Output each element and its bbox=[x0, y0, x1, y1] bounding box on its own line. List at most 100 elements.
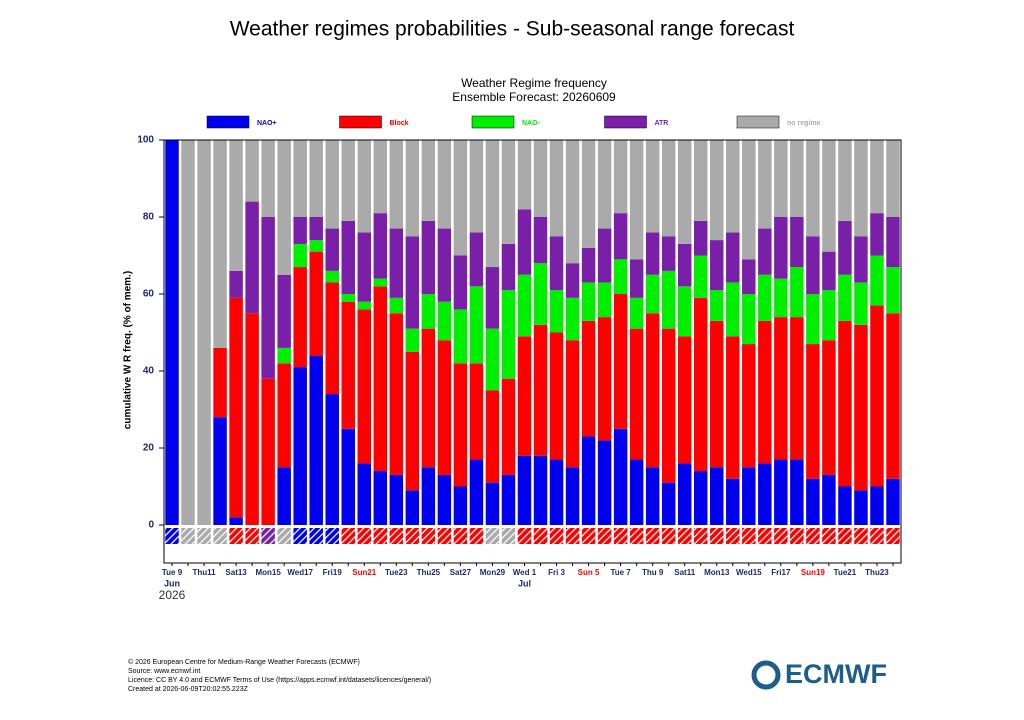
bar-segment bbox=[613, 259, 628, 294]
bar-segment bbox=[661, 328, 676, 483]
bar-segment bbox=[838, 320, 852, 487]
bar-segment bbox=[261, 217, 275, 379]
bar-segment bbox=[886, 217, 900, 268]
bar-segment bbox=[533, 455, 548, 525]
bar-segment bbox=[581, 320, 596, 437]
bar-segment bbox=[245, 140, 259, 202]
x-tick-label: Tue 7 bbox=[610, 568, 631, 577]
bar-segment bbox=[213, 417, 227, 525]
dominant-regime-box bbox=[309, 528, 323, 544]
bar-segment bbox=[277, 467, 291, 525]
footer-line: Licence: CC BY 4.0 and ECMWF Terms of Us… bbox=[128, 677, 431, 684]
legend-swatch bbox=[736, 115, 780, 129]
bar-segment bbox=[758, 320, 772, 464]
y-tick-label: 20 bbox=[143, 443, 155, 454]
bar-segment bbox=[245, 313, 259, 525]
bar-segment bbox=[758, 228, 772, 275]
dominant-regime-box bbox=[373, 528, 388, 544]
bar-segment bbox=[645, 274, 660, 314]
bar-segment bbox=[421, 467, 436, 525]
dominant-regime-box bbox=[501, 528, 516, 544]
bar-segment bbox=[822, 474, 836, 525]
bar-segment bbox=[405, 490, 420, 525]
bar-segment bbox=[549, 140, 564, 237]
bar-segment bbox=[549, 459, 564, 525]
bar-segment bbox=[774, 278, 788, 318]
bar-segment bbox=[581, 282, 596, 321]
bar-segment bbox=[710, 290, 724, 321]
dominant-regime-box bbox=[710, 528, 724, 544]
bar-segment bbox=[389, 313, 404, 475]
x-tick-label: Thu11 bbox=[192, 568, 216, 577]
dominant-regime-box bbox=[597, 528, 612, 544]
dominant-regime-box bbox=[870, 528, 884, 544]
dominant-regime-box bbox=[181, 528, 195, 544]
bar-segment bbox=[710, 320, 724, 468]
bar-segment bbox=[293, 140, 307, 217]
bar-segment bbox=[774, 217, 788, 279]
bar-segment bbox=[437, 228, 452, 302]
dominant-regime-box bbox=[229, 528, 243, 544]
footer-line: © 2026 European Centre for Medium-Range … bbox=[128, 658, 360, 666]
bar-segment bbox=[373, 278, 388, 287]
bar-segment bbox=[469, 459, 484, 525]
bar-segment bbox=[405, 351, 420, 491]
bar-segment bbox=[677, 286, 692, 337]
x-tick-label: Wed17 bbox=[287, 568, 313, 577]
dominant-regime-box bbox=[854, 528, 868, 544]
dominant-regime-box bbox=[517, 528, 532, 544]
bar-segment bbox=[485, 140, 500, 268]
bar-segment bbox=[597, 228, 612, 283]
bar-segment bbox=[309, 355, 323, 525]
y-tick-label: 60 bbox=[143, 289, 155, 300]
bar-segment bbox=[886, 313, 900, 479]
bar-segment bbox=[517, 209, 532, 275]
bar-segment bbox=[854, 490, 868, 525]
dominant-regime-box bbox=[533, 528, 548, 544]
bar-segment bbox=[245, 201, 259, 314]
bar-segment bbox=[710, 240, 724, 291]
bar-segment bbox=[533, 140, 548, 217]
bar-segment bbox=[854, 140, 868, 237]
bar-segment bbox=[421, 220, 436, 294]
dominant-regime-box bbox=[806, 528, 820, 544]
bar-segment bbox=[790, 267, 804, 318]
bar-segment bbox=[309, 240, 323, 252]
bar-segment bbox=[453, 255, 468, 310]
bar-segment bbox=[822, 290, 836, 341]
bar-segment bbox=[693, 220, 708, 256]
bar-segment bbox=[405, 236, 420, 329]
dominant-regime-box bbox=[277, 528, 291, 544]
bar-segment bbox=[325, 270, 339, 283]
bar-segment bbox=[213, 347, 227, 418]
x-tick-label: Tue 9 bbox=[162, 568, 183, 577]
bar-segment bbox=[726, 282, 740, 337]
bar-segment bbox=[485, 267, 500, 329]
bar-segment bbox=[373, 471, 388, 525]
bar-segment bbox=[854, 282, 868, 325]
dominant-regime-box bbox=[453, 528, 468, 544]
y-tick-label: 0 bbox=[148, 520, 154, 531]
bar-segment bbox=[870, 305, 884, 487]
bar-segment bbox=[357, 309, 372, 464]
bar-segment bbox=[325, 394, 339, 525]
bar-segment bbox=[501, 474, 516, 525]
year-label: 2026 bbox=[159, 588, 186, 602]
bar-segment bbox=[277, 363, 291, 468]
bar-segment bbox=[710, 140, 724, 241]
x-tick-label: Mon29 bbox=[480, 568, 506, 577]
bar-segment bbox=[806, 294, 820, 345]
dominant-regime-box bbox=[341, 528, 355, 544]
bar-segment bbox=[389, 228, 404, 298]
x-sublabel: Jul bbox=[518, 578, 531, 588]
chart-title: Weather Regime frequency bbox=[461, 76, 607, 90]
bar-segment bbox=[758, 274, 772, 321]
bar-segment bbox=[453, 363, 468, 487]
x-tick-label: Tue23 bbox=[385, 568, 408, 577]
bar-segment bbox=[453, 486, 468, 525]
bar-segment bbox=[742, 344, 756, 468]
dominant-regime-box bbox=[469, 528, 484, 544]
bar-segment bbox=[597, 140, 612, 229]
bar-segment bbox=[421, 294, 436, 329]
